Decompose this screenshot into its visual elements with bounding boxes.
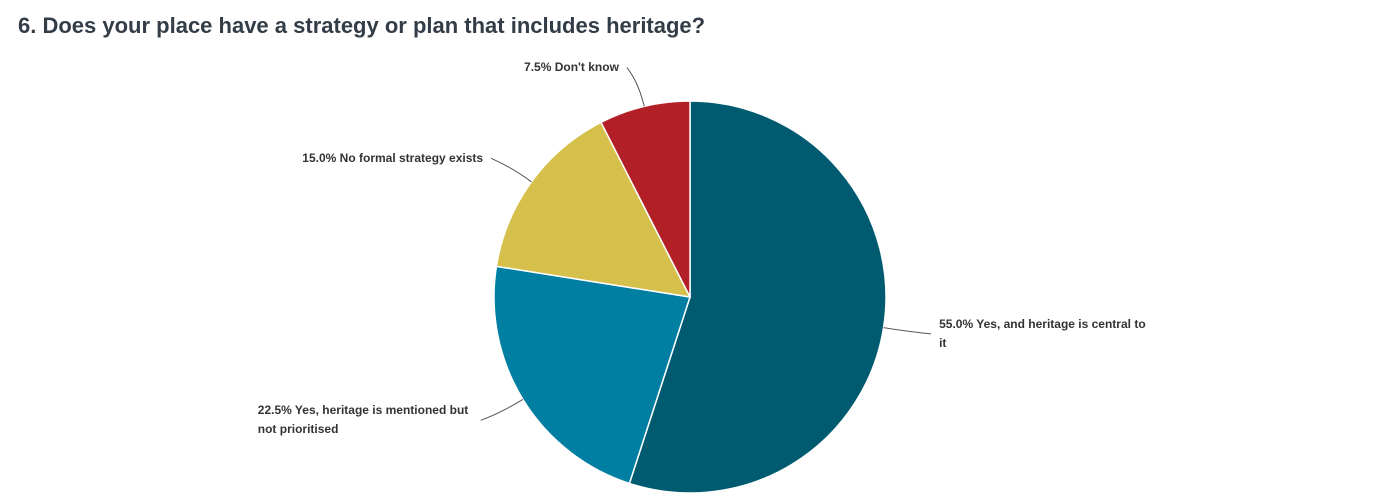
data-label: 15.0% No formal strategy exists [302,149,483,168]
chart-title: 6. Does your place have a strategy or pl… [18,13,705,38]
pie-slice [493,265,691,485]
category-label: Yes, and heritage is central to it [939,316,1146,350]
data-label-box: 22.5% Yes, heritage is mentioned but not… [253,390,473,450]
data-label-box: 7.5% Don't know [399,38,619,98]
leader-line [490,157,532,183]
pie-slice [600,100,691,298]
leader-line [626,67,645,107]
value-label: 22.5% [257,403,292,418]
data-label: 22.5% Yes, heritage is mentioned but not… [258,401,473,439]
data-label-wrap: 7.5% Don't know [399,38,619,98]
value-label: 15.0% [302,150,337,165]
value-label: 55.0% [939,316,974,331]
pie-slice [628,100,887,494]
data-label-wrap: 22.5% Yes, heritage is mentioned but not… [253,390,473,450]
data-label: 55.0% Yes, and heritage is central to it [939,315,1154,353]
data-label-box: 55.0% Yes, and heritage is central to it [939,304,1159,364]
category-label: No formal strategy exists [339,150,484,165]
data-label-wrap: 55.0% Yes, and heritage is central to it [939,304,1159,364]
value-label: 7.5% [524,60,552,75]
leader-line [883,327,932,335]
data-label-wrap: 15.0% No formal strategy exists [263,128,483,188]
data-label: 7.5% Don't know [524,58,619,77]
pie-slice [495,121,692,298]
category-label: Don't know [554,60,619,75]
data-label-box: 15.0% No formal strategy exists [263,128,483,188]
category-label: Yes, heritage is mentioned but not prior… [257,403,469,437]
leader-line [480,398,524,421]
